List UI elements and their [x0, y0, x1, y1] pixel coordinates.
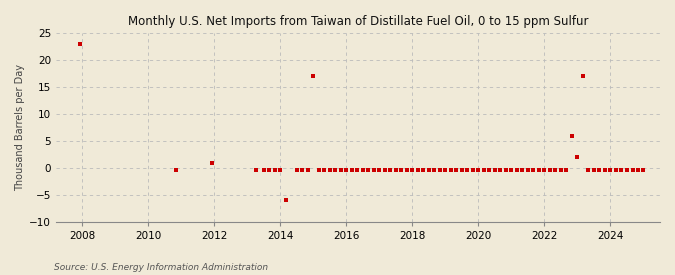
- Point: [402, 167, 412, 172]
- Point: [292, 167, 302, 172]
- Point: [363, 167, 374, 172]
- Point: [330, 167, 341, 172]
- Point: [638, 167, 649, 172]
- Point: [170, 167, 181, 172]
- Point: [379, 167, 390, 172]
- Point: [264, 167, 275, 172]
- Point: [423, 167, 434, 172]
- Point: [250, 167, 261, 172]
- Point: [412, 167, 423, 172]
- Point: [616, 167, 627, 172]
- Point: [517, 167, 528, 172]
- Point: [313, 167, 324, 172]
- Point: [528, 167, 539, 172]
- Point: [352, 167, 362, 172]
- Point: [341, 167, 352, 172]
- Point: [468, 167, 479, 172]
- Point: [522, 167, 533, 172]
- Text: Source: U.S. Energy Information Administration: Source: U.S. Energy Information Administ…: [54, 263, 268, 272]
- Point: [325, 167, 335, 172]
- Point: [451, 167, 462, 172]
- Point: [611, 167, 622, 172]
- Point: [281, 198, 292, 202]
- Point: [269, 167, 280, 172]
- Point: [578, 74, 589, 79]
- Point: [566, 133, 577, 138]
- Point: [358, 167, 369, 172]
- Point: [589, 167, 599, 172]
- Point: [605, 167, 616, 172]
- Point: [407, 167, 418, 172]
- Point: [599, 167, 610, 172]
- Point: [275, 167, 286, 172]
- Point: [512, 167, 522, 172]
- Point: [495, 167, 506, 172]
- Point: [369, 167, 379, 172]
- Point: [539, 167, 550, 172]
- Point: [435, 167, 446, 172]
- Point: [335, 167, 346, 172]
- Point: [622, 167, 632, 172]
- Point: [446, 167, 456, 172]
- Point: [385, 167, 396, 172]
- Point: [545, 167, 556, 172]
- Point: [550, 167, 561, 172]
- Point: [302, 167, 313, 172]
- Point: [556, 167, 566, 172]
- Point: [297, 167, 308, 172]
- Point: [506, 167, 517, 172]
- Point: [440, 167, 451, 172]
- Point: [319, 167, 330, 172]
- Point: [418, 167, 429, 172]
- Title: Monthly U.S. Net Imports from Taiwan of Distillate Fuel Oil, 0 to 15 ppm Sulfur: Monthly U.S. Net Imports from Taiwan of …: [128, 15, 588, 28]
- Point: [632, 167, 643, 172]
- Point: [462, 167, 473, 172]
- Point: [583, 167, 594, 172]
- Point: [259, 167, 269, 172]
- Point: [207, 160, 217, 165]
- Point: [374, 167, 385, 172]
- Point: [572, 155, 583, 159]
- Point: [489, 167, 500, 172]
- Point: [594, 167, 605, 172]
- Point: [456, 167, 467, 172]
- Point: [479, 167, 489, 172]
- Point: [473, 167, 484, 172]
- Y-axis label: Thousand Barrels per Day: Thousand Barrels per Day: [15, 64, 25, 191]
- Point: [429, 167, 440, 172]
- Point: [396, 167, 407, 172]
- Point: [561, 167, 572, 172]
- Point: [627, 167, 638, 172]
- Point: [391, 167, 402, 172]
- Point: [308, 74, 319, 79]
- Point: [501, 167, 512, 172]
- Point: [346, 167, 357, 172]
- Point: [74, 42, 85, 46]
- Point: [484, 167, 495, 172]
- Point: [533, 167, 544, 172]
